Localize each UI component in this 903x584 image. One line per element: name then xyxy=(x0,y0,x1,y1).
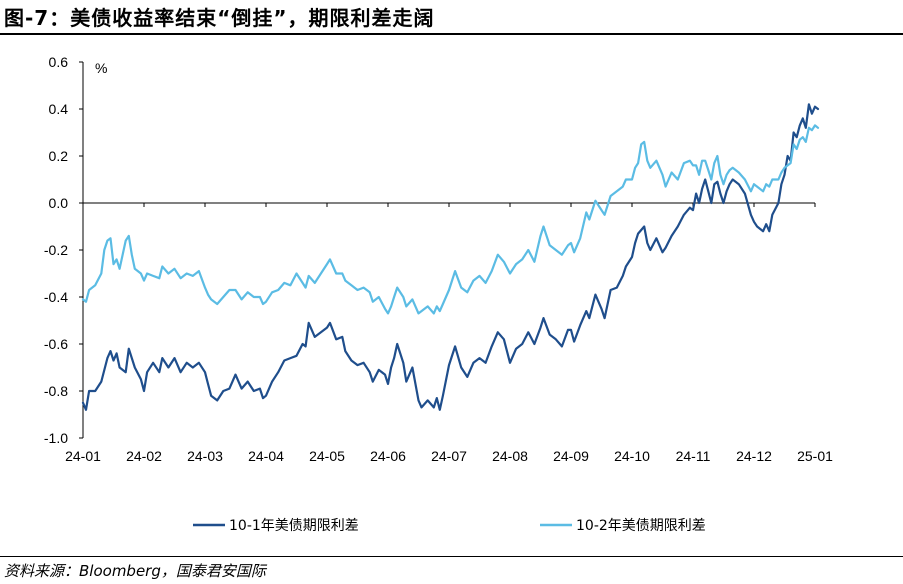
y-tick-label: -0.8 xyxy=(44,383,68,399)
legend-label-1: 10-1年美债期限利差 xyxy=(229,518,359,534)
x-tick-label: 24-12 xyxy=(736,448,772,464)
y-tick-label: 0.6 xyxy=(49,54,69,70)
title-rule xyxy=(0,33,903,35)
chart-series xyxy=(81,103,820,411)
source-note: 资料来源：Bloomberg，国泰君安国际 xyxy=(4,562,266,580)
y-tick-label: 0.4 xyxy=(49,101,69,117)
spread-line-chart: 0.60.40.20.0-0.2-0.4-0.6-0.8-1.0 24-01 24… xyxy=(44,54,833,534)
y-tick-label: 0.0 xyxy=(49,195,69,211)
x-tick-label: 25-01 xyxy=(797,448,833,464)
y-tick-label: -0.6 xyxy=(44,336,68,352)
series-line-1 xyxy=(81,103,820,411)
x-tick-label: 24-07 xyxy=(431,448,467,464)
x-tick-label: 24-01 xyxy=(65,448,101,464)
y-axis-ticks: 0.6 0.4 0.2 0.0 -0.2 -0.4 -0.6 -0.8 -1.0 xyxy=(44,54,83,446)
x-tick-label: 24-09 xyxy=(553,448,589,464)
figure-title: 图-7：美债收益率结束“倒挂”，期限利差走阔 xyxy=(4,6,435,30)
x-tick-label: 24-08 xyxy=(492,448,528,464)
x-tick-label: 24-11 xyxy=(676,448,711,464)
x-tick-label: 24-06 xyxy=(370,448,406,464)
x-tick-label: 24-04 xyxy=(248,448,284,464)
x-tick-label: 24-05 xyxy=(309,448,345,464)
x-tick-label: 24-02 xyxy=(126,448,162,464)
x-tick-label: 24-10 xyxy=(614,448,650,464)
source-rule xyxy=(0,556,903,557)
x-axis-ticks: 24-01 24-02 24-03 24-04 24-05 24-06 24-07 24-08… xyxy=(65,203,833,464)
legend-label-2: 10-2年美债期限利差 xyxy=(576,518,706,534)
y-tick-label: -0.4 xyxy=(44,289,68,305)
chart-legend: 10-1年美债期限利差 10-2年美债期限利差 xyxy=(193,518,706,534)
y-axis-unit-label: % xyxy=(95,60,107,76)
y-tick-label: -1.0 xyxy=(44,430,68,446)
x-tick-label: 24-03 xyxy=(187,448,223,464)
y-tick-label: 0.2 xyxy=(49,148,69,164)
chart-axes xyxy=(82,62,815,438)
series-line-2 xyxy=(81,124,820,315)
y-tick-label: -0.2 xyxy=(44,242,68,258)
